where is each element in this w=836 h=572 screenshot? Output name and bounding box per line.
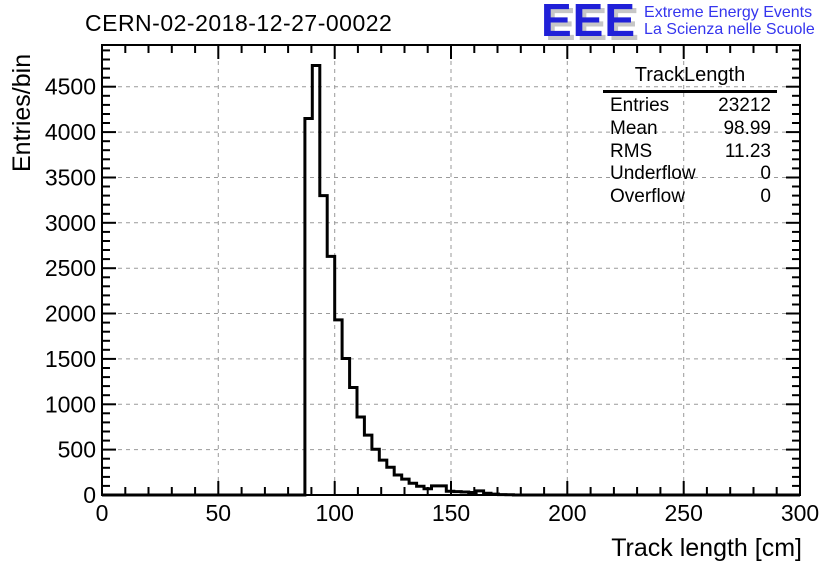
svg-text:3500: 3500 [45, 165, 96, 191]
svg-text:150: 150 [432, 500, 470, 526]
eee-logo-acronym: EEE [541, 0, 637, 46]
stats-row-overflow: Overflow 0 [603, 186, 777, 209]
svg-text:4500: 4500 [45, 74, 96, 100]
svg-text:3000: 3000 [45, 210, 96, 236]
svg-text:0: 0 [96, 500, 109, 526]
plot-title: CERN-02-2018-12-27-00022 [85, 10, 393, 36]
stats-rows: Entries 23212 Mean 98.99 RMS 11.23 Underflow 0 O… [603, 93, 777, 209]
stats-box-title: TrackLength [603, 64, 777, 93]
stats-row-entries: Entries 23212 [603, 95, 777, 118]
stats-row-value: 0 [760, 186, 771, 208]
stats-row-underflow: Underflow 0 [603, 163, 777, 186]
y-tick-labels: 0 500 1000 1500 2000 2500 3000 3500 4000 4500 [45, 74, 96, 508]
svg-text:300: 300 [781, 500, 819, 526]
stats-row-mean: Mean 98.99 [603, 118, 777, 141]
svg-text:2500: 2500 [45, 255, 96, 281]
stats-row-rms: RMS 11.23 [603, 141, 777, 164]
stats-box: TrackLength Entries 23212 Mean 98.99 RMS 11.2… [603, 64, 777, 209]
stats-row-value: 98.99 [723, 117, 771, 139]
stats-row-label: Overflow [610, 186, 685, 208]
stats-row-label: RMS [610, 140, 653, 162]
histogram-line [102, 64, 800, 497]
x-tick-labels: 0 50 100 150 200 250 300 [96, 500, 820, 526]
svg-text:1500: 1500 [45, 346, 96, 372]
svg-text:0: 0 [83, 482, 96, 508]
eee-logo-tagline: Extreme Energy Events La Scienza nelle S… [644, 4, 815, 38]
svg-text:2000: 2000 [45, 301, 96, 327]
svg-text:50: 50 [206, 500, 232, 526]
eee-logo-tagline-line1: Extreme Energy Events [644, 4, 813, 21]
axis-ticks [101, 45, 801, 496]
svg-text:100: 100 [316, 500, 354, 526]
eee-logo-tagline-line2: La Scienza nelle Scuole [644, 21, 815, 38]
stats-row-value: 11.23 [724, 140, 771, 162]
stats-row-value: 0 [760, 163, 771, 185]
svg-text:1000: 1000 [45, 391, 96, 417]
y-axis-title: Entries/bin [8, 54, 36, 172]
svg-text:200: 200 [548, 500, 586, 526]
svg-text:4000: 4000 [45, 119, 96, 145]
svg-text:500: 500 [58, 437, 96, 463]
stats-row-label: Entries [610, 95, 670, 116]
stats-row-value: 23212 [718, 95, 771, 116]
stats-row-label: Underflow [610, 163, 696, 185]
stats-row-label: Mean [610, 117, 658, 139]
eee-logo: EEE Extreme Energy Events La Scienza nel… [541, 0, 815, 46]
x-axis-title: Track length [cm] [611, 534, 802, 562]
svg-text:250: 250 [665, 500, 703, 526]
